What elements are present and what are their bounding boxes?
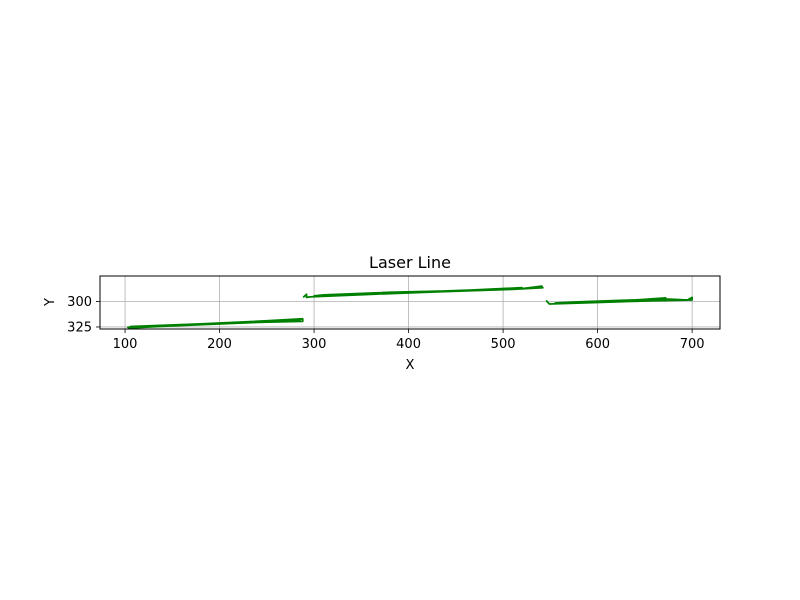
x-tick-label: 600 (585, 337, 610, 352)
x-tick-label: 200 (207, 337, 232, 352)
x-axis-ticks: 100 200 300 400 500 600 700 (113, 329, 705, 352)
laser-line-segment-2 (302, 285, 544, 299)
y-axis-label: Y (43, 298, 58, 307)
plot-frame (99, 275, 721, 330)
data-lines (127, 285, 693, 329)
y-axis-ticks: 300 325 (67, 295, 100, 335)
plot-area (100, 276, 720, 329)
laser-line-segment-1 (127, 317, 304, 329)
laser-line-segment-3 (545, 296, 693, 305)
y-tick-label: 300 (67, 295, 92, 310)
x-tick-label: 400 (396, 337, 421, 352)
x-tick-label: 700 (680, 337, 705, 352)
x-tick-label: 300 (302, 337, 327, 352)
x-axis-label: X (406, 358, 415, 373)
x-tick-label: 500 (491, 337, 516, 352)
y-tick-label: 325 (67, 320, 92, 335)
chart-title: Laser Line (369, 253, 451, 272)
x-tick-label: 100 (113, 337, 138, 352)
